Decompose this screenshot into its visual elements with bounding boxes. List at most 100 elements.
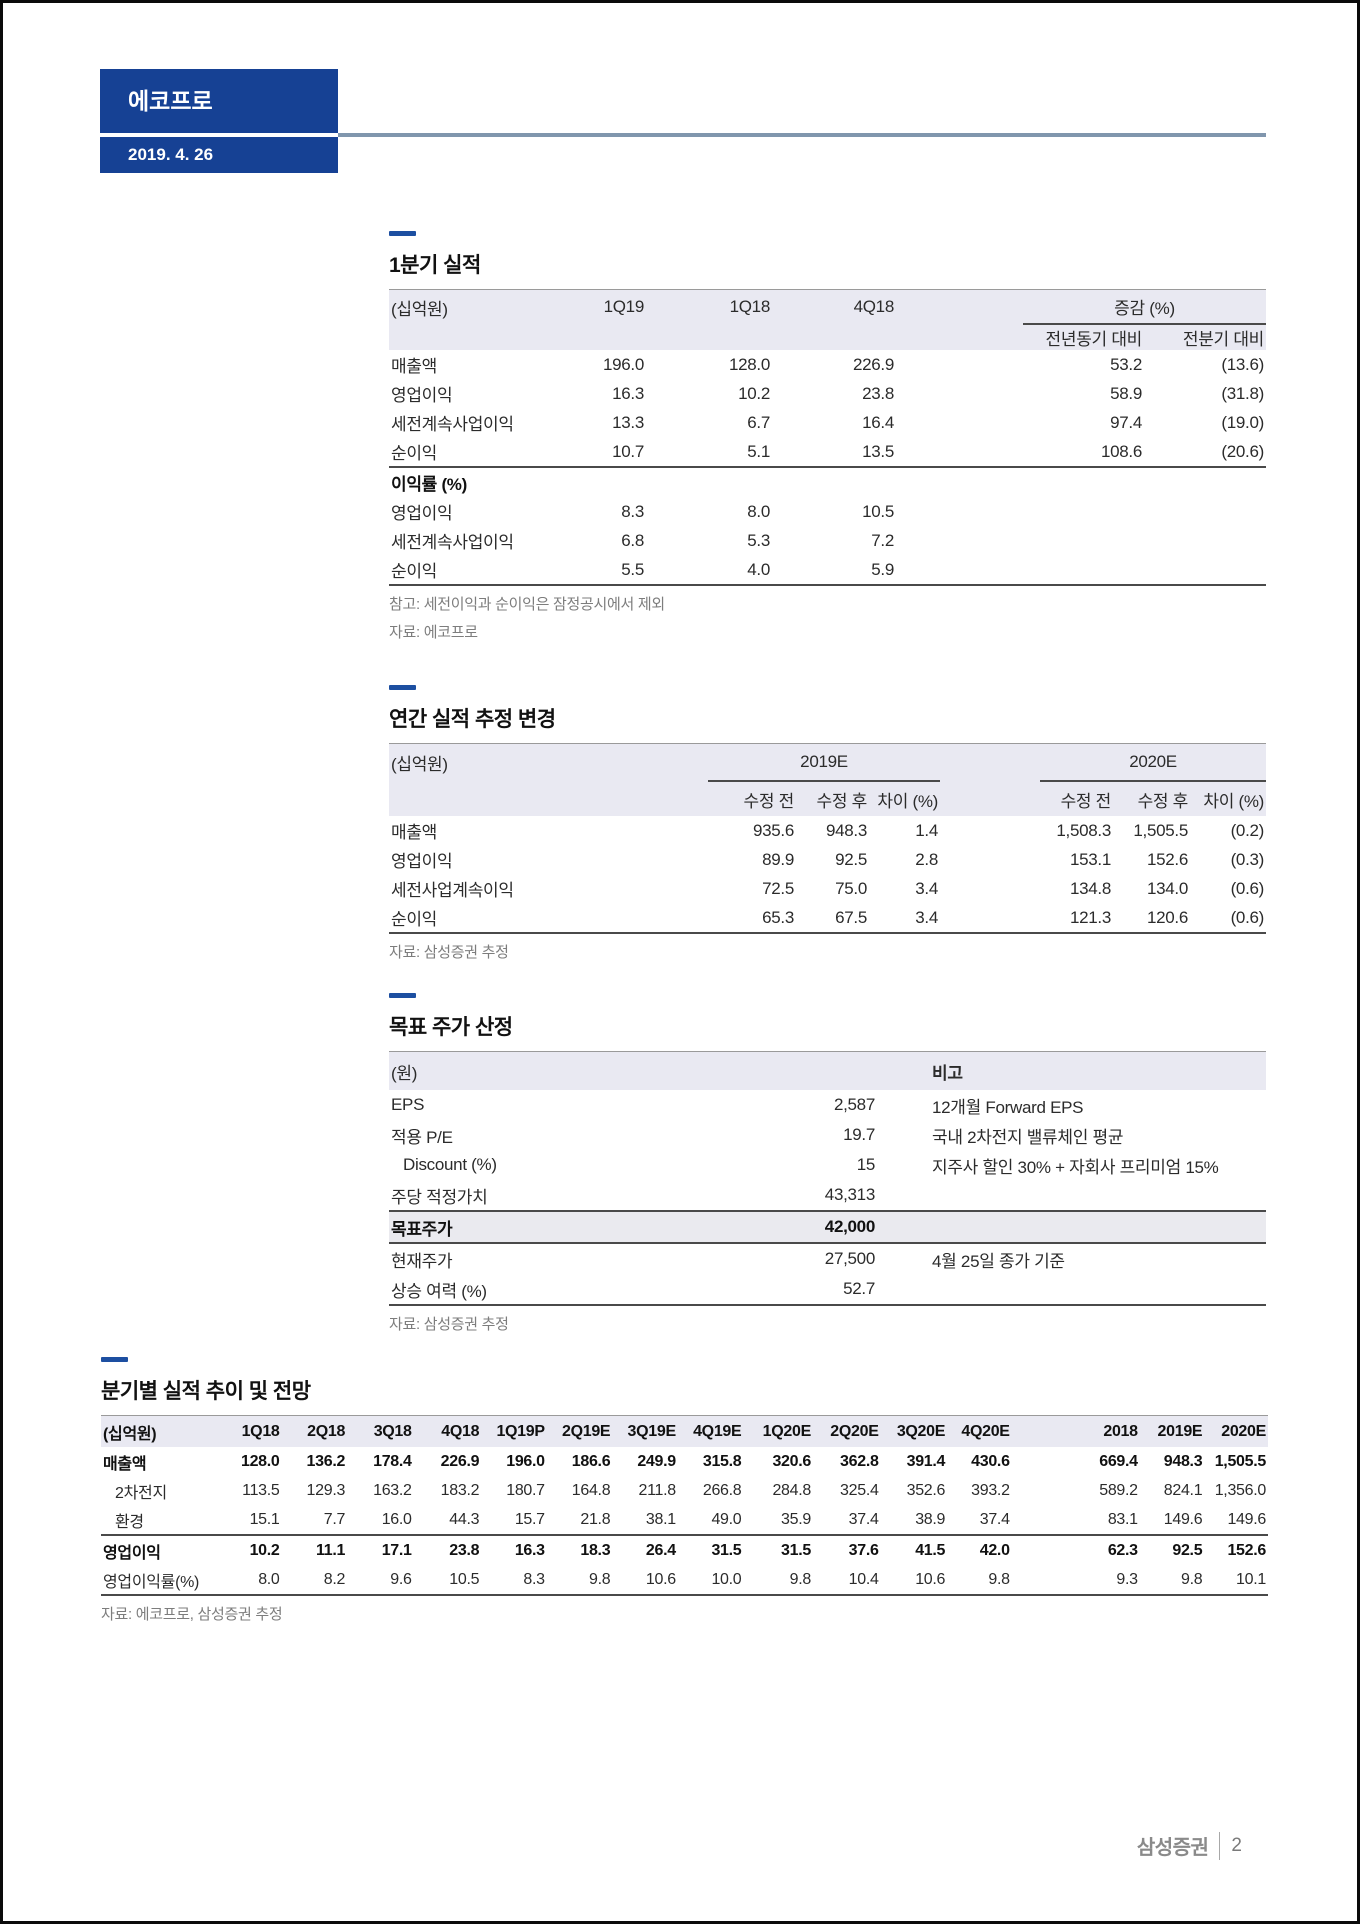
value-cell: 178.4 bbox=[373, 1452, 412, 1470]
section-q1-results: 1분기 실적 (십억원) 1Q19 1Q18 4Q18 증감 (%) 전년동기 … bbox=[389, 231, 1266, 642]
subcol-after: 수정 후 bbox=[796, 781, 869, 816]
section-title: 목표 주가 산정 bbox=[389, 1016, 513, 1039]
table-row: 영업이익률(%) 8.0 8.2 9.6 10.5 8.3 9.8 10.6 10.0 9.8 10… bbox=[101, 1565, 1268, 1596]
section-accent-dash bbox=[101, 1357, 128, 1362]
value-cell: 824.1 bbox=[1163, 1481, 1203, 1499]
value-cell: 948.3 bbox=[825, 820, 867, 840]
spacer-cell bbox=[896, 350, 1023, 379]
value-cell: 9.8 bbox=[947, 1565, 1012, 1596]
row-label: 주당 적정가치 bbox=[391, 1187, 488, 1207]
value-cell: 3.4 bbox=[869, 903, 941, 934]
value-cell: 35.9 bbox=[781, 1510, 811, 1528]
value-cell: 27,500 bbox=[824, 1249, 876, 1268]
value-cell: 10.5 bbox=[413, 1565, 482, 1596]
value-cell: 16.3 bbox=[481, 1534, 547, 1565]
table-note: 참고: 세전이익과 순이익은 잠정공시에서 제외 bbox=[389, 596, 665, 613]
page-footer: 삼성증권 2 bbox=[1137, 1831, 1242, 1860]
value-cell: 16.0 bbox=[381, 1510, 412, 1528]
value-cell: 52.7 bbox=[639, 1274, 877, 1306]
footer-divider bbox=[1219, 1831, 1221, 1860]
table-row: 매출액 128.0 136.2 178.4 226.9 196.0 186.6 249.9 31… bbox=[101, 1447, 1268, 1476]
subcol-diff: 차이 (%) bbox=[869, 781, 941, 816]
row-label: EPS bbox=[391, 1095, 425, 1114]
header-divider-rule bbox=[338, 133, 1266, 137]
row-label: 영업이익 bbox=[101, 1534, 221, 1565]
group-header-change: 증감 (%) bbox=[1023, 289, 1266, 325]
spacer-cell bbox=[1011, 1415, 1076, 1447]
value-cell: 10.2 bbox=[220, 1534, 282, 1565]
row-label: 영업이익 bbox=[391, 386, 453, 405]
section-accent-dash bbox=[389, 685, 416, 690]
row-label: 영업이익률(%) bbox=[101, 1565, 221, 1596]
quarterly-trend-table: (십억원) 1Q18 2Q18 3Q18 4Q18 1Q19P 2Q19E 3Q19E 4Q1… bbox=[101, 1415, 1268, 1596]
value-cell: 6.8 bbox=[621, 530, 644, 550]
spacer-cell bbox=[1144, 497, 1266, 526]
spacer-cell bbox=[1012, 1447, 1076, 1476]
table-row: 매출액 935.6 948.3 1.4 1,508.3 1,505.5 (0.2) bbox=[389, 816, 1266, 845]
value-cell: 17.1 bbox=[347, 1534, 414, 1565]
value-cell: 92.5 bbox=[1139, 1534, 1205, 1565]
col-header: 4Q18 bbox=[413, 1415, 482, 1447]
col-header: 2018 bbox=[1075, 1415, 1140, 1447]
subcol-diff: 차이 (%) bbox=[1190, 781, 1267, 816]
table-row: 영업이익 10.2 11.1 17.1 23.8 16.3 18.3 26.4 31.5 31.5… bbox=[101, 1534, 1268, 1565]
value-cell: 120.6 bbox=[1113, 903, 1191, 934]
value-cell: 935.6 bbox=[752, 820, 794, 840]
report-date: 2019. 4. 26 bbox=[100, 137, 338, 173]
col-header: 2019E bbox=[1139, 1415, 1205, 1447]
value-cell: 128.0 bbox=[240, 1452, 280, 1470]
value-cell: 1.4 bbox=[915, 820, 939, 840]
value-cell: 53.2 bbox=[1110, 354, 1142, 374]
value-cell: (20.6) bbox=[1221, 441, 1264, 461]
value-cell: 3.4 bbox=[915, 878, 939, 898]
value-cell: 10.6 bbox=[880, 1565, 948, 1596]
value-cell: 8.0 bbox=[220, 1565, 282, 1596]
value-cell: 9.3 bbox=[1075, 1565, 1140, 1596]
table-row: 이익률 (%) bbox=[389, 466, 1266, 497]
spacer-cell bbox=[1011, 1565, 1076, 1596]
row-label: 세전계속사업이익 bbox=[391, 533, 514, 552]
section-annual-revision: 연간 실적 추정 변경 (십억원) 2019E 2020E 수정 전 수정 후 … bbox=[389, 685, 1267, 962]
section-quarterly-trend: 분기별 실적 추이 및 전망 (십억원) 1Q18 2Q18 3Q18 4Q18 1Q1… bbox=[101, 1357, 1268, 1624]
table-row: Discount (%) 15 지주사 할인 30% + 자회사 프리미엄 15% bbox=[389, 1150, 1266, 1180]
spacer-cell bbox=[940, 781, 1041, 816]
value-cell: 31.5 bbox=[677, 1534, 744, 1565]
col-header: 1Q18 bbox=[646, 289, 772, 324]
col-header: 4Q18 bbox=[772, 289, 896, 324]
table-row: 목표주가 42,000 bbox=[389, 1210, 1266, 1244]
row-label: 매출액 bbox=[391, 357, 438, 376]
value-cell: 1,505.5 bbox=[1214, 1452, 1267, 1470]
table-row: 주당 적정가치 43,313 bbox=[389, 1180, 1266, 1211]
value-cell: 89.9 bbox=[762, 849, 794, 869]
company-header: 에코프로 2019. 4. 26 bbox=[100, 69, 338, 173]
spacer-cell bbox=[896, 379, 1023, 408]
col-header: 4Q20E bbox=[947, 1415, 1012, 1447]
spacer-cell bbox=[639, 1051, 877, 1090]
table-row: 상승 여력 (%) 52.7 bbox=[389, 1274, 1266, 1306]
value-cell: 164.8 bbox=[571, 1481, 611, 1499]
spacer-cell bbox=[896, 437, 1023, 467]
value-cell: 589.2 bbox=[1099, 1481, 1138, 1499]
value-cell: 15 bbox=[856, 1155, 876, 1174]
col-header: 3Q18 bbox=[347, 1415, 414, 1447]
col-header: 1Q19 bbox=[569, 289, 646, 324]
value-cell: 67.5 bbox=[796, 903, 869, 934]
table-row: 현재주가 27,500 4월 25일 종가 기준 bbox=[389, 1243, 1266, 1274]
section-label: 이익률 (%) bbox=[389, 466, 1266, 497]
target-price-table: (원) 비고 EPS 2,587 12개월 Forward EPS 적용 P/E 19.… bbox=[389, 1051, 1266, 1306]
spacer-cell bbox=[940, 816, 1040, 845]
value-cell: 62.3 bbox=[1075, 1534, 1140, 1565]
value-cell: 6.7 bbox=[747, 412, 770, 432]
table-row: 세전계속사업이익 6.8 5.3 7.2 bbox=[389, 526, 1266, 555]
company-name: 에코프로 bbox=[100, 69, 338, 133]
value-cell: 13.3 bbox=[612, 412, 644, 432]
value-cell: 8.2 bbox=[281, 1565, 348, 1596]
value-cell: 121.3 bbox=[1040, 903, 1114, 934]
value-cell: 10.0 bbox=[677, 1565, 744, 1596]
row-label: 순이익 bbox=[389, 555, 569, 586]
q1-results-table: (십억원) 1Q19 1Q18 4Q18 증감 (%) 전년동기 대비 전분기 … bbox=[389, 289, 1266, 586]
value-cell: 1,356.0 bbox=[1214, 1481, 1267, 1499]
table-row: 세전계속사업이익 13.3 6.7 16.4 97.4 (19.0) bbox=[389, 408, 1266, 437]
row-label: 순이익 bbox=[389, 903, 708, 934]
